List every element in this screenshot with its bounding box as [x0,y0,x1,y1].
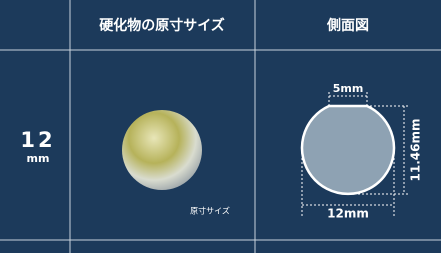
photo-caption: 原寸サイズ [190,206,230,216]
column-header: 側面図 [326,17,369,34]
dimension-label: 12mm [327,207,369,221]
product-photo [122,110,202,190]
dimension-label: 11.46mm [409,119,423,182]
page: 硬化物の原寸サイズ 側面図 12 mm 原寸サイズ 5mm 11.46mm 12… [0,0,441,253]
row-size: 12 [20,128,55,152]
spec-table: 硬化物の原寸サイズ 側面図 12 mm 原寸サイズ 5mm 11.46mm 12… [0,0,441,253]
dimension-label: 5mm [333,82,364,95]
column-header: 硬化物の原寸サイズ [99,17,225,34]
row-unit: mm [27,152,50,165]
side-view-shape [302,106,394,194]
